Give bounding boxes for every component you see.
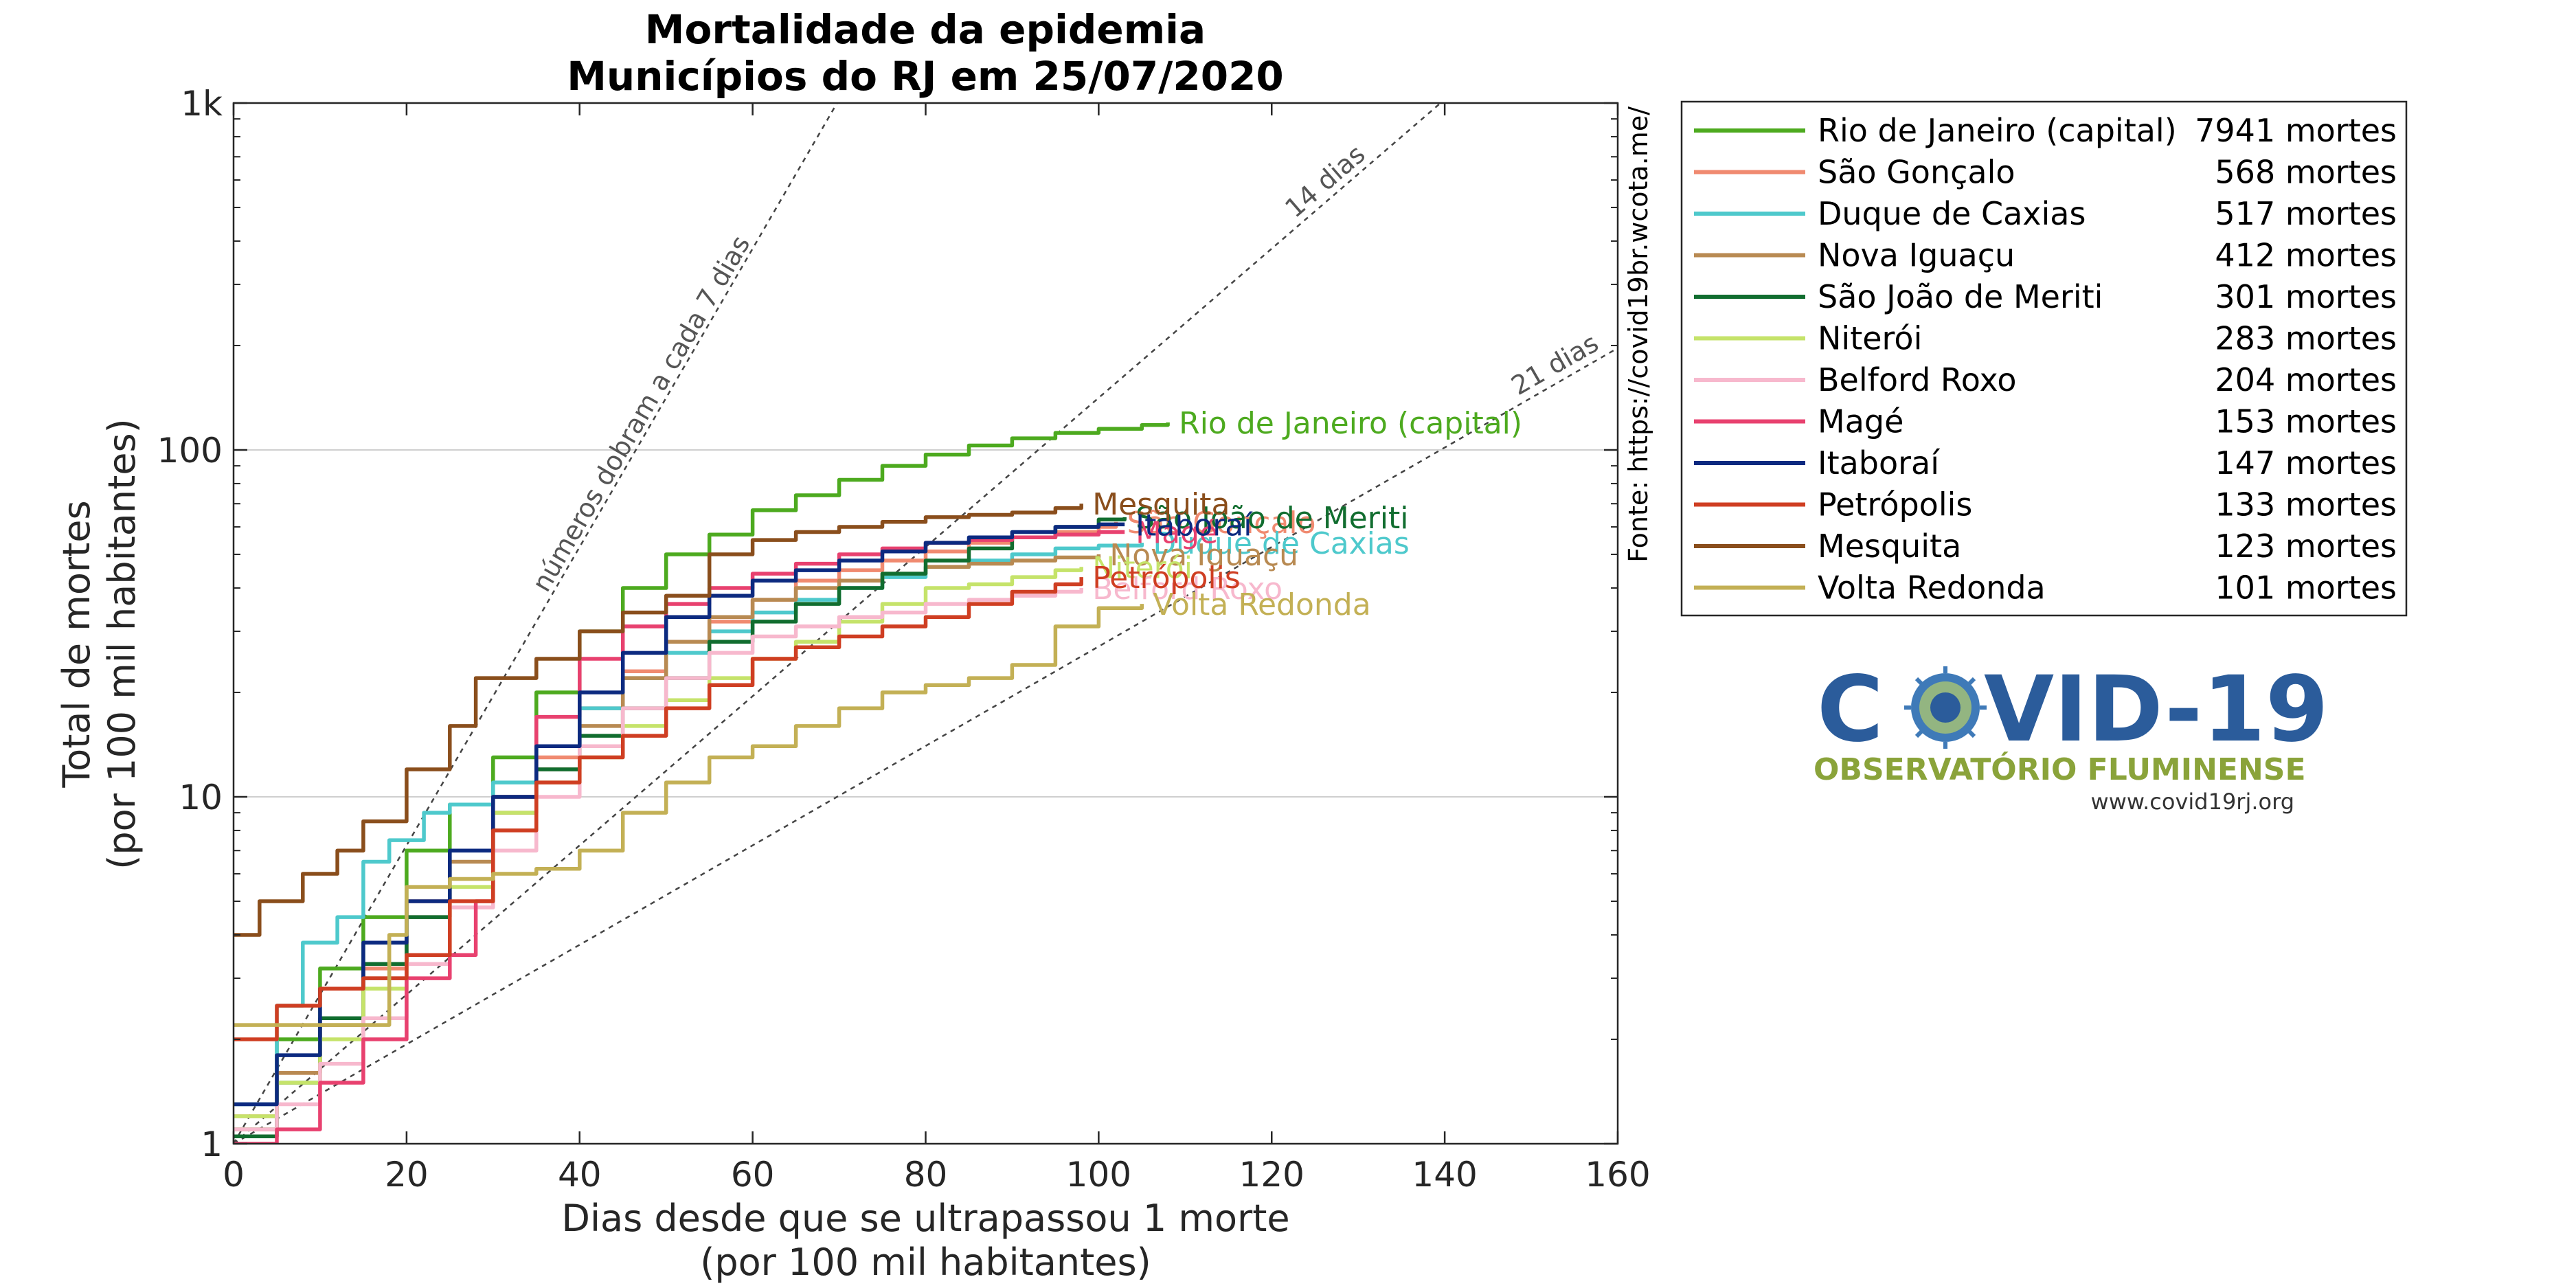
x-tick-label-140: 140	[1412, 1155, 1477, 1195]
logo-url: www.covid19rj.org	[2091, 789, 2294, 815]
legend-deaths-5: 301 mortes	[2215, 278, 2397, 315]
chart-title-line-1: Mortalidade da epidemia	[645, 6, 1206, 53]
legend-name-8: Magé	[1818, 403, 1903, 440]
series-end-label-6: Niterói	[1092, 550, 1193, 585]
virus-icon	[1904, 666, 1987, 749]
legend-deaths-6: 283 mortes	[2215, 320, 2397, 357]
x-axis-label-line-2: (por 100 mil habitantes)	[700, 1241, 1151, 1284]
series-line-11	[234, 504, 1083, 937]
guide-line-21-days	[234, 347, 1618, 1144]
series-end-label-11: Mesquita	[1092, 487, 1230, 522]
guide-line-14-days	[234, 103, 1441, 1144]
series-line-9	[234, 522, 1125, 1107]
legend-deaths-4: 412 mortes	[2215, 237, 2397, 274]
x-tick-label-160: 160	[1585, 1155, 1650, 1195]
legend-deaths-11: 123 mortes	[2215, 528, 2397, 565]
x-tick-label-120: 120	[1239, 1155, 1304, 1195]
guide-line-7-days	[234, 103, 838, 1144]
y-tick-label-1000: 1k	[181, 84, 223, 124]
guide-label-14-days: 14 dias	[1279, 139, 1370, 224]
covid19-logo: C VID-19 OBSERVATÓRIO FLUMINENSE www.cov…	[1814, 657, 2329, 815]
legend-deaths-3: 517 mortes	[2215, 195, 2397, 232]
legend-deaths-12: 101 mortes	[2215, 569, 2397, 607]
series-end-label-9: Itaboraí	[1136, 508, 1253, 543]
legend-name-11: Mesquita	[1818, 528, 1961, 565]
series-end-label-12: Volta Redonda	[1153, 587, 1370, 622]
series-line-10	[234, 577, 1083, 1041]
source-note: Fonte: https://covid19br.wcota.me/	[1623, 106, 1653, 563]
series-end-label-8: Magé	[1136, 515, 1218, 550]
legend-name-3: Duque de Caxias	[1818, 195, 2086, 232]
series-line-12	[234, 604, 1144, 1027]
series-line-2	[234, 521, 1118, 1118]
series-end-label-4: Nova Iguaçu	[1109, 538, 1298, 573]
legend-name-10: Petrópolis	[1818, 486, 1972, 523]
logo-word-left: C	[1817, 657, 1884, 762]
legend-deaths-10: 133 mortes	[2215, 486, 2397, 523]
legend-name-9: Itaboraí	[1818, 444, 1940, 482]
guide-label-7-days: números dobram a cada 7 dias	[526, 230, 756, 596]
chart-title-line-2: Municípios do RJ em 25/07/2020	[567, 53, 1284, 100]
series-lines	[234, 422, 1170, 1144]
legend-deaths-7: 204 mortes	[2215, 361, 2397, 398]
legend-name-6: Niterói	[1818, 320, 1922, 357]
x-tick-label-100: 100	[1066, 1155, 1131, 1195]
logo-word-right: VID-19	[1984, 657, 2329, 762]
y-tick-label-10: 10	[179, 778, 223, 817]
series-end-label-3: Duque de Caxias	[1153, 526, 1409, 561]
legend-box	[1680, 100, 2408, 617]
plot-axes	[232, 102, 1619, 1145]
series-end-labels: Rio de Janeiro (capital) São GonçaloDuque…	[1092, 406, 1522, 622]
legend-deaths-2: 568 mortes	[2215, 154, 2397, 191]
legend-deaths-8: 153 mortes	[2215, 403, 2397, 440]
x-axis-label-line-1: Dias desde que se ultrapassou 1 morte	[561, 1197, 1289, 1240]
x-tick-label-60: 60	[731, 1155, 775, 1195]
series-end-label-1: Rio de Janeiro (capital)	[1179, 406, 1522, 441]
series-end-label-2: São Gonçalo	[1127, 506, 1316, 541]
series-end-label-10: Petrópolis	[1092, 561, 1241, 596]
guide-label-21-days: 21 dias	[1506, 328, 1604, 401]
x-tick-label-0: 0	[223, 1155, 245, 1195]
y-tick-label-100: 100	[157, 431, 223, 471]
x-tick-label-80: 80	[904, 1155, 948, 1195]
source-note-text: Fonte: https://covid19br.wcota.me/	[1623, 106, 1653, 563]
legend-deaths-1: 7941 mortes	[2195, 112, 2397, 149]
y-tick-label-1: 1	[201, 1125, 223, 1164]
series-line-7	[234, 588, 1083, 1131]
series-end-label-5: São João de Meriti	[1136, 501, 1408, 536]
legend-name-5: São João de Meriti	[1818, 278, 2103, 315]
legend-name-1: Rio de Janeiro (capital)	[1818, 112, 2177, 149]
legend-name-12: Volta Redonda	[1818, 569, 2046, 607]
series-line-8	[234, 530, 1125, 1144]
legend-name-4: Nova Iguaçu	[1818, 237, 2015, 274]
x-tick-label-20: 20	[385, 1155, 429, 1195]
legend-deaths-9: 147 mortes	[2215, 444, 2397, 482]
series-end-label-7: Belford Roxo	[1092, 572, 1283, 607]
tick-labels: 0 20 40 60 80 100 120 140 160 1 10 100 1k	[157, 84, 1651, 1195]
legend-name-7: Belford Roxo	[1818, 361, 2016, 398]
y-axis-label-line-2: (por 100 mil habitantes)	[100, 418, 144, 869]
legend: Rio de Janeiro (capital) 7941 mortes São G…	[1680, 100, 2408, 617]
logo-subtitle: OBSERVATÓRIO FLUMINENSE	[1814, 751, 2306, 787]
legend-name-2: São Gonçalo	[1818, 154, 2015, 191]
axis-labels: Dias desde que se ultrapassou 1 morte(po…	[55, 418, 1290, 1284]
x-tick-label-40: 40	[558, 1155, 602, 1195]
y-axis-label-line-1: Total de mortes	[55, 500, 98, 788]
grid-lines	[234, 449, 1618, 798]
series-line-5	[234, 517, 1127, 1139]
